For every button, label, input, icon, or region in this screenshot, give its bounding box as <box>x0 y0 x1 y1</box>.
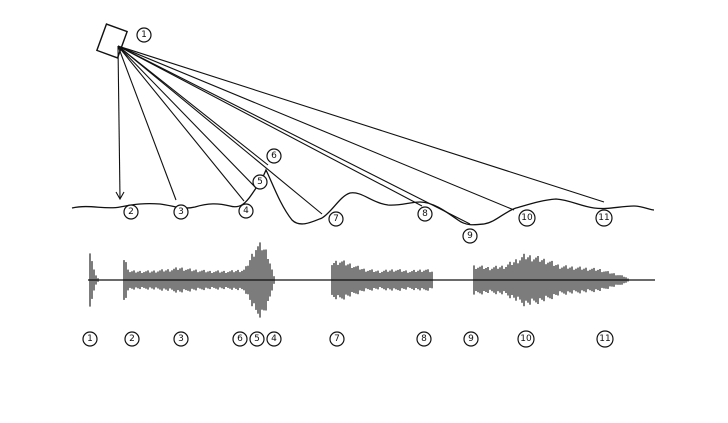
svg-text:6: 6 <box>271 151 277 161</box>
svg-text:4: 4 <box>243 206 249 216</box>
transducer-box <box>95 23 129 59</box>
seabed-label-6: 6 <box>266 148 282 164</box>
svg-text:2: 2 <box>128 207 134 217</box>
waveform-label-4: 4 <box>266 331 282 347</box>
seabed-label-9: 9 <box>462 228 478 244</box>
waveform-label-10: 10 <box>517 330 535 348</box>
svg-text:11: 11 <box>598 213 609 223</box>
svg-text:1: 1 <box>141 30 147 40</box>
svg-text:9: 9 <box>468 334 474 344</box>
seabed-label-11: 11 <box>595 209 613 227</box>
seabed-label-2: 2 <box>123 204 139 220</box>
svg-text:3: 3 <box>178 334 184 344</box>
seabed-label-4: 4 <box>238 203 254 219</box>
ray-7 <box>117 45 323 215</box>
svg-text:11: 11 <box>599 334 610 344</box>
waveform-label-1: 1 <box>82 331 98 347</box>
svg-text:10: 10 <box>520 334 532 344</box>
ray-10 <box>117 45 515 211</box>
seabed-label-7: 7 <box>328 211 344 227</box>
svg-text:10: 10 <box>521 213 533 223</box>
waveform-label-5: 5 <box>249 331 265 347</box>
seabed-labels: 2 3 4 5 6 7 8 9 10 11 <box>123 148 613 244</box>
waveform-label-11: 11 <box>596 330 614 348</box>
waveform-label-2: 2 <box>124 331 140 347</box>
svg-text:5: 5 <box>254 334 260 344</box>
svg-text:1: 1 <box>87 334 93 344</box>
svg-text:5: 5 <box>257 177 263 187</box>
waveform-label-9: 9 <box>463 331 479 347</box>
svg-text:7: 7 <box>334 334 340 344</box>
svg-text:8: 8 <box>422 209 428 219</box>
waveform-label-3: 3 <box>173 331 189 347</box>
seabed-profile <box>71 168 655 226</box>
ray-8 <box>117 45 423 207</box>
ray-arrowhead <box>115 191 125 201</box>
waveform-label-8: 8 <box>416 331 432 347</box>
waveform-label-6: 6 <box>232 331 248 347</box>
svg-text:4: 4 <box>271 334 277 344</box>
seabed-label-8: 8 <box>417 206 433 222</box>
ray-11 <box>117 45 605 203</box>
ray-9 <box>117 45 471 225</box>
svg-text:7: 7 <box>333 214 339 224</box>
ray-5 <box>117 45 257 189</box>
svg-text:9: 9 <box>467 231 473 241</box>
ray-2 <box>117 45 121 199</box>
waveform-label-7: 7 <box>329 331 345 347</box>
ray-paths <box>115 45 605 225</box>
seabed-label-5: 5 <box>252 174 268 190</box>
source-label: 1 <box>136 27 152 43</box>
ray-6 <box>117 45 269 166</box>
svg-text:2: 2 <box>129 334 135 344</box>
svg-text:8: 8 <box>421 334 427 344</box>
echo-waveform <box>89 242 629 318</box>
seabed-label-10: 10 <box>518 209 536 227</box>
ray-4 <box>117 45 245 202</box>
svg-text:3: 3 <box>178 207 184 217</box>
seabed-label-3: 3 <box>173 204 189 220</box>
svg-text:6: 6 <box>237 334 243 344</box>
waveform-labels: 1 2 3 6 5 4 7 8 9 10 11 <box>82 330 614 348</box>
ray-3 <box>117 45 177 201</box>
